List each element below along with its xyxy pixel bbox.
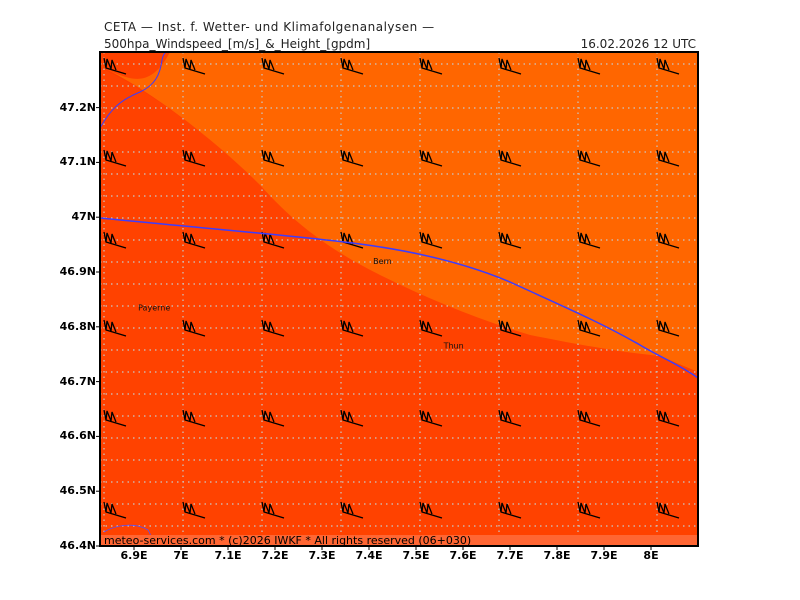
- wind-barb: [656, 149, 680, 167]
- product-header: 500hpa_Windspeed_[m/s]_&_Height_[gpdm] 1…: [102, 37, 698, 51]
- lat-label: 46.9N: [59, 265, 96, 278]
- lat-label: 46.5N: [59, 484, 96, 498]
- height-contour-line: [100, 217, 698, 379]
- wind-barb: [261, 409, 285, 427]
- lat-label: 46.4N: [59, 539, 96, 552]
- wind-barb: [103, 149, 127, 167]
- place-labels: Bern Payerne Thun: [138, 257, 464, 351]
- place-label: Payerne: [138, 303, 170, 312]
- wind-barb: [577, 409, 601, 427]
- wind-barb: [577, 57, 601, 75]
- wind-barb: [340, 409, 364, 427]
- wind-barb: [103, 57, 127, 75]
- wind-barb: [340, 149, 364, 167]
- wind-barb: [419, 57, 443, 75]
- graticule: [100, 52, 698, 546]
- lat-label: 46.6N: [59, 429, 96, 443]
- wind-barb: [498, 501, 522, 519]
- lon-label: 7.3E: [308, 549, 336, 562]
- lat-label: 46.7N: [59, 374, 96, 388]
- lon-label: 7.6E: [449, 549, 477, 562]
- lon-label: 6.9E: [120, 549, 148, 562]
- wind-zone-light: [100, 52, 698, 372]
- wind-barb: [182, 149, 206, 167]
- wind-barb: [656, 501, 680, 519]
- map-frame: [99, 51, 699, 547]
- footer-text: meteo-services.com * (c)2026 IWKF * All …: [104, 534, 471, 547]
- wind-barb: [419, 149, 443, 167]
- wind-barb: [498, 409, 522, 427]
- place-label: Thun: [443, 342, 464, 351]
- footer-band: [100, 535, 698, 546]
- wind-barb: [577, 231, 601, 249]
- wind-barb: [261, 149, 285, 167]
- lon-label: 8E: [643, 549, 659, 562]
- wind-barb: [261, 501, 285, 519]
- wind-barb: [656, 231, 680, 249]
- wind-barb: [182, 409, 206, 427]
- wind-barb: [419, 501, 443, 519]
- wind-barb: [419, 319, 443, 337]
- wind-barb: [498, 319, 522, 337]
- lon-label: 7.2E: [261, 549, 289, 562]
- wind-barb: [340, 57, 364, 75]
- wind-barb: [261, 57, 285, 75]
- wind-barb: [498, 149, 522, 167]
- wind-barb: [498, 231, 522, 249]
- wind-barbs: [103, 57, 680, 519]
- place-label: Bern: [373, 257, 392, 266]
- wind-barb: [103, 409, 127, 427]
- wind-barb: [103, 319, 127, 337]
- wind-zone-dark: [100, 52, 698, 546]
- wind-barb: [340, 319, 364, 337]
- wind-barb: [182, 231, 206, 249]
- wind-barb: [419, 409, 443, 427]
- wind-barb: [182, 57, 206, 75]
- wind-barb: [419, 231, 443, 249]
- wind-barb: [577, 501, 601, 519]
- lon-label: 7.5E: [402, 549, 430, 562]
- wind-barb: [182, 501, 206, 519]
- lat-label: 47.2N: [59, 100, 96, 114]
- lon-label: 7E: [173, 549, 189, 562]
- lon-label: 7.9E: [590, 549, 618, 562]
- institute-title: CETA — Inst. f. Wetter- und Klimafolgena…: [104, 20, 435, 34]
- wind-barb: [103, 231, 127, 249]
- border-line: [100, 52, 167, 129]
- lat-label: 46.8N: [59, 319, 96, 333]
- wind-barb: [103, 501, 127, 519]
- wind-barb: [656, 57, 680, 75]
- wind-barb: [577, 149, 601, 167]
- wind-barb: [498, 57, 522, 75]
- lon-label: 7.1E: [214, 549, 242, 562]
- lat-label: 47.1N: [59, 155, 96, 169]
- wind-barb: [261, 319, 285, 337]
- wind-barb: [656, 319, 680, 337]
- axis-ticks: [96, 107, 652, 550]
- wind-barb: [182, 319, 206, 337]
- lon-label: 7.8E: [543, 549, 571, 562]
- product-name: 500hpa_Windspeed_[m/s]_&_Height_[gpdm]: [104, 37, 371, 51]
- wind-barb: [577, 319, 601, 337]
- lat-label: 47N: [71, 210, 96, 224]
- valid-time: 16.02.2026 12 UTC: [580, 37, 696, 51]
- lon-label: 7.4E: [355, 549, 383, 562]
- wind-barb: [656, 409, 680, 427]
- lon-label: 7.7E: [496, 549, 524, 562]
- wind-barb: [340, 501, 364, 519]
